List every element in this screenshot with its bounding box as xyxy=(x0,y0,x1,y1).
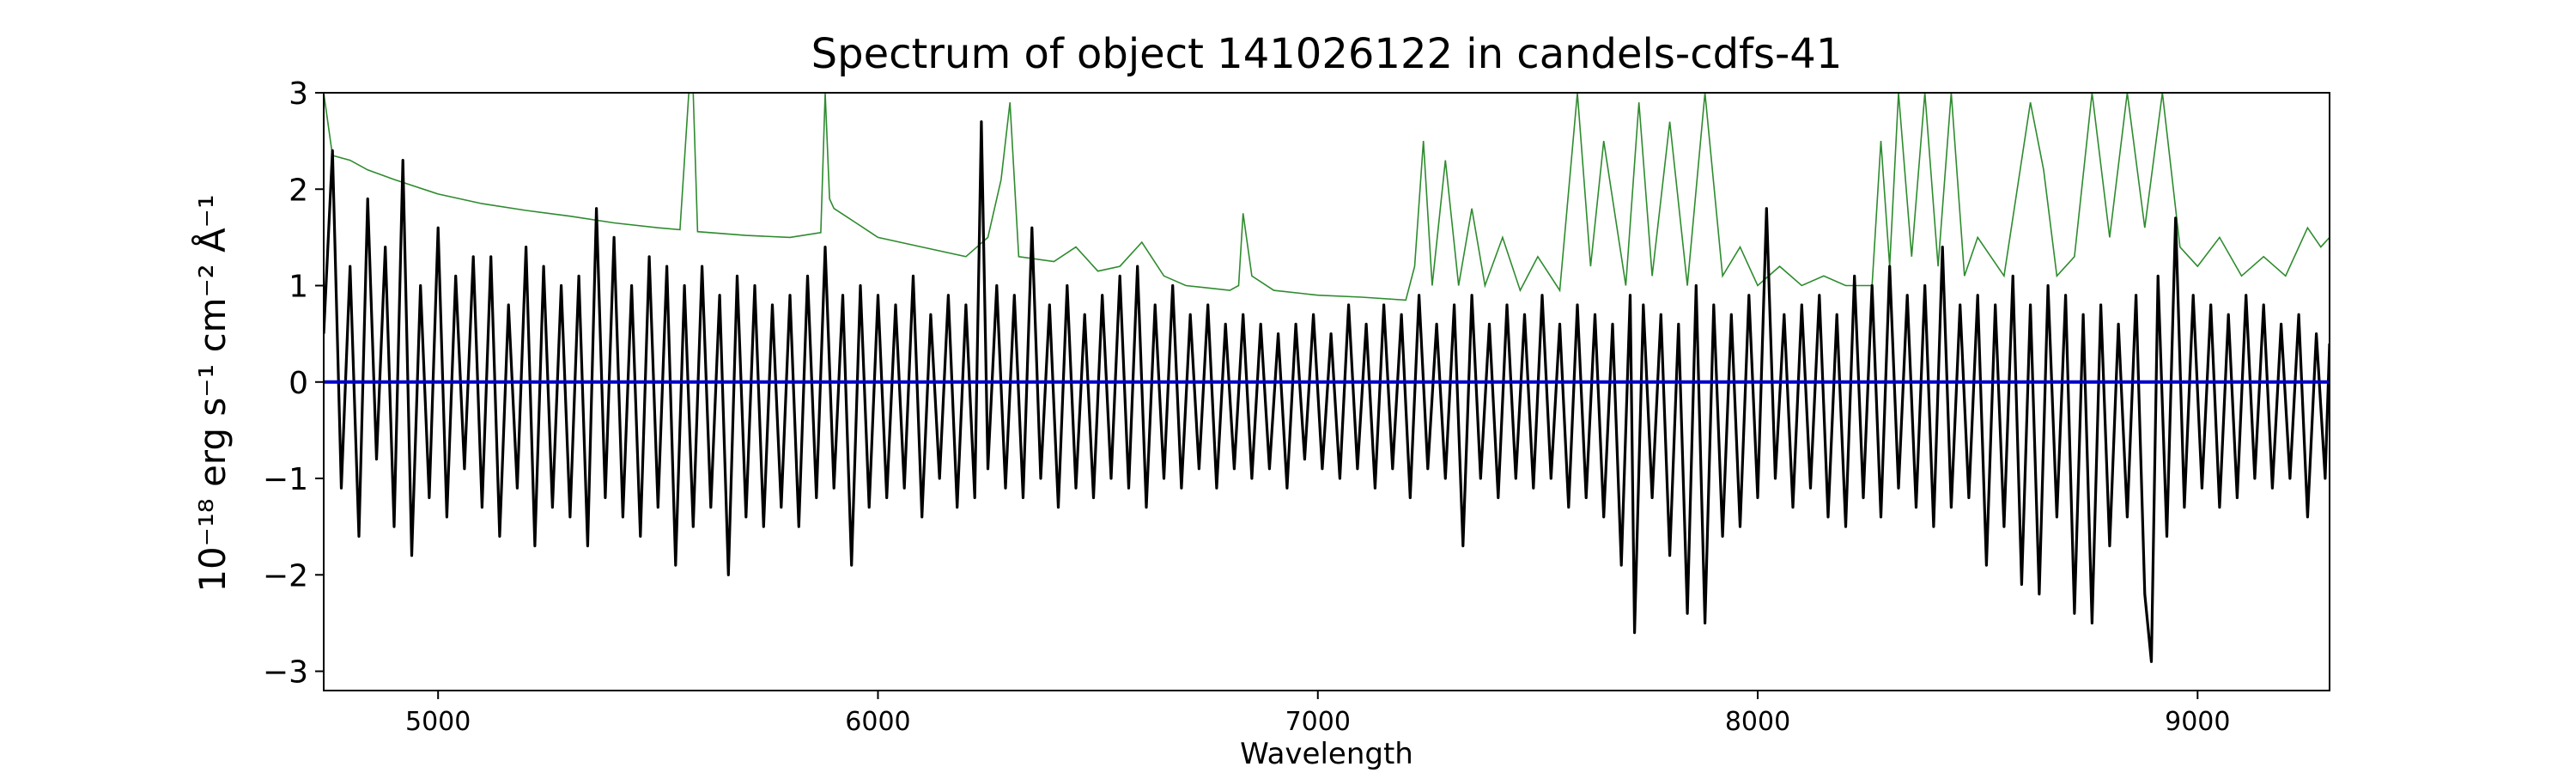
plot-area xyxy=(324,93,2330,663)
x-tick-label: 5000 xyxy=(405,707,471,737)
y-axis-ticks: −3 −2 −1 0 1 2 3 xyxy=(263,76,324,691)
chart-title: Spectrum of object 141026122 in candels-… xyxy=(811,30,1843,78)
x-tick-label: 9000 xyxy=(2165,707,2230,737)
x-tick-label: 8000 xyxy=(1725,707,1790,737)
y-tick-label: 2 xyxy=(289,173,308,208)
x-axis-ticks: 5000 6000 7000 8000 9000 xyxy=(405,691,2230,737)
y-tick-label: 0 xyxy=(289,366,308,401)
flux-spectrum-line xyxy=(324,120,2330,663)
x-tick-label: 6000 xyxy=(845,707,910,737)
y-axis-label: 10⁻¹⁸ erg s⁻¹ cm⁻² Å⁻¹ xyxy=(191,194,234,592)
plot-frame xyxy=(323,92,2330,691)
y-tick-label: 1 xyxy=(289,270,308,305)
y-tick-label: −1 xyxy=(263,462,308,497)
x-tick-label: 7000 xyxy=(1285,707,1351,737)
y-tick-label: 3 xyxy=(289,76,308,112)
error-spectrum-line xyxy=(324,93,2330,301)
y-tick-label: −2 xyxy=(263,558,308,593)
y-tick-label: −3 xyxy=(263,655,308,691)
x-axis-label: Wavelength xyxy=(1240,737,1413,771)
